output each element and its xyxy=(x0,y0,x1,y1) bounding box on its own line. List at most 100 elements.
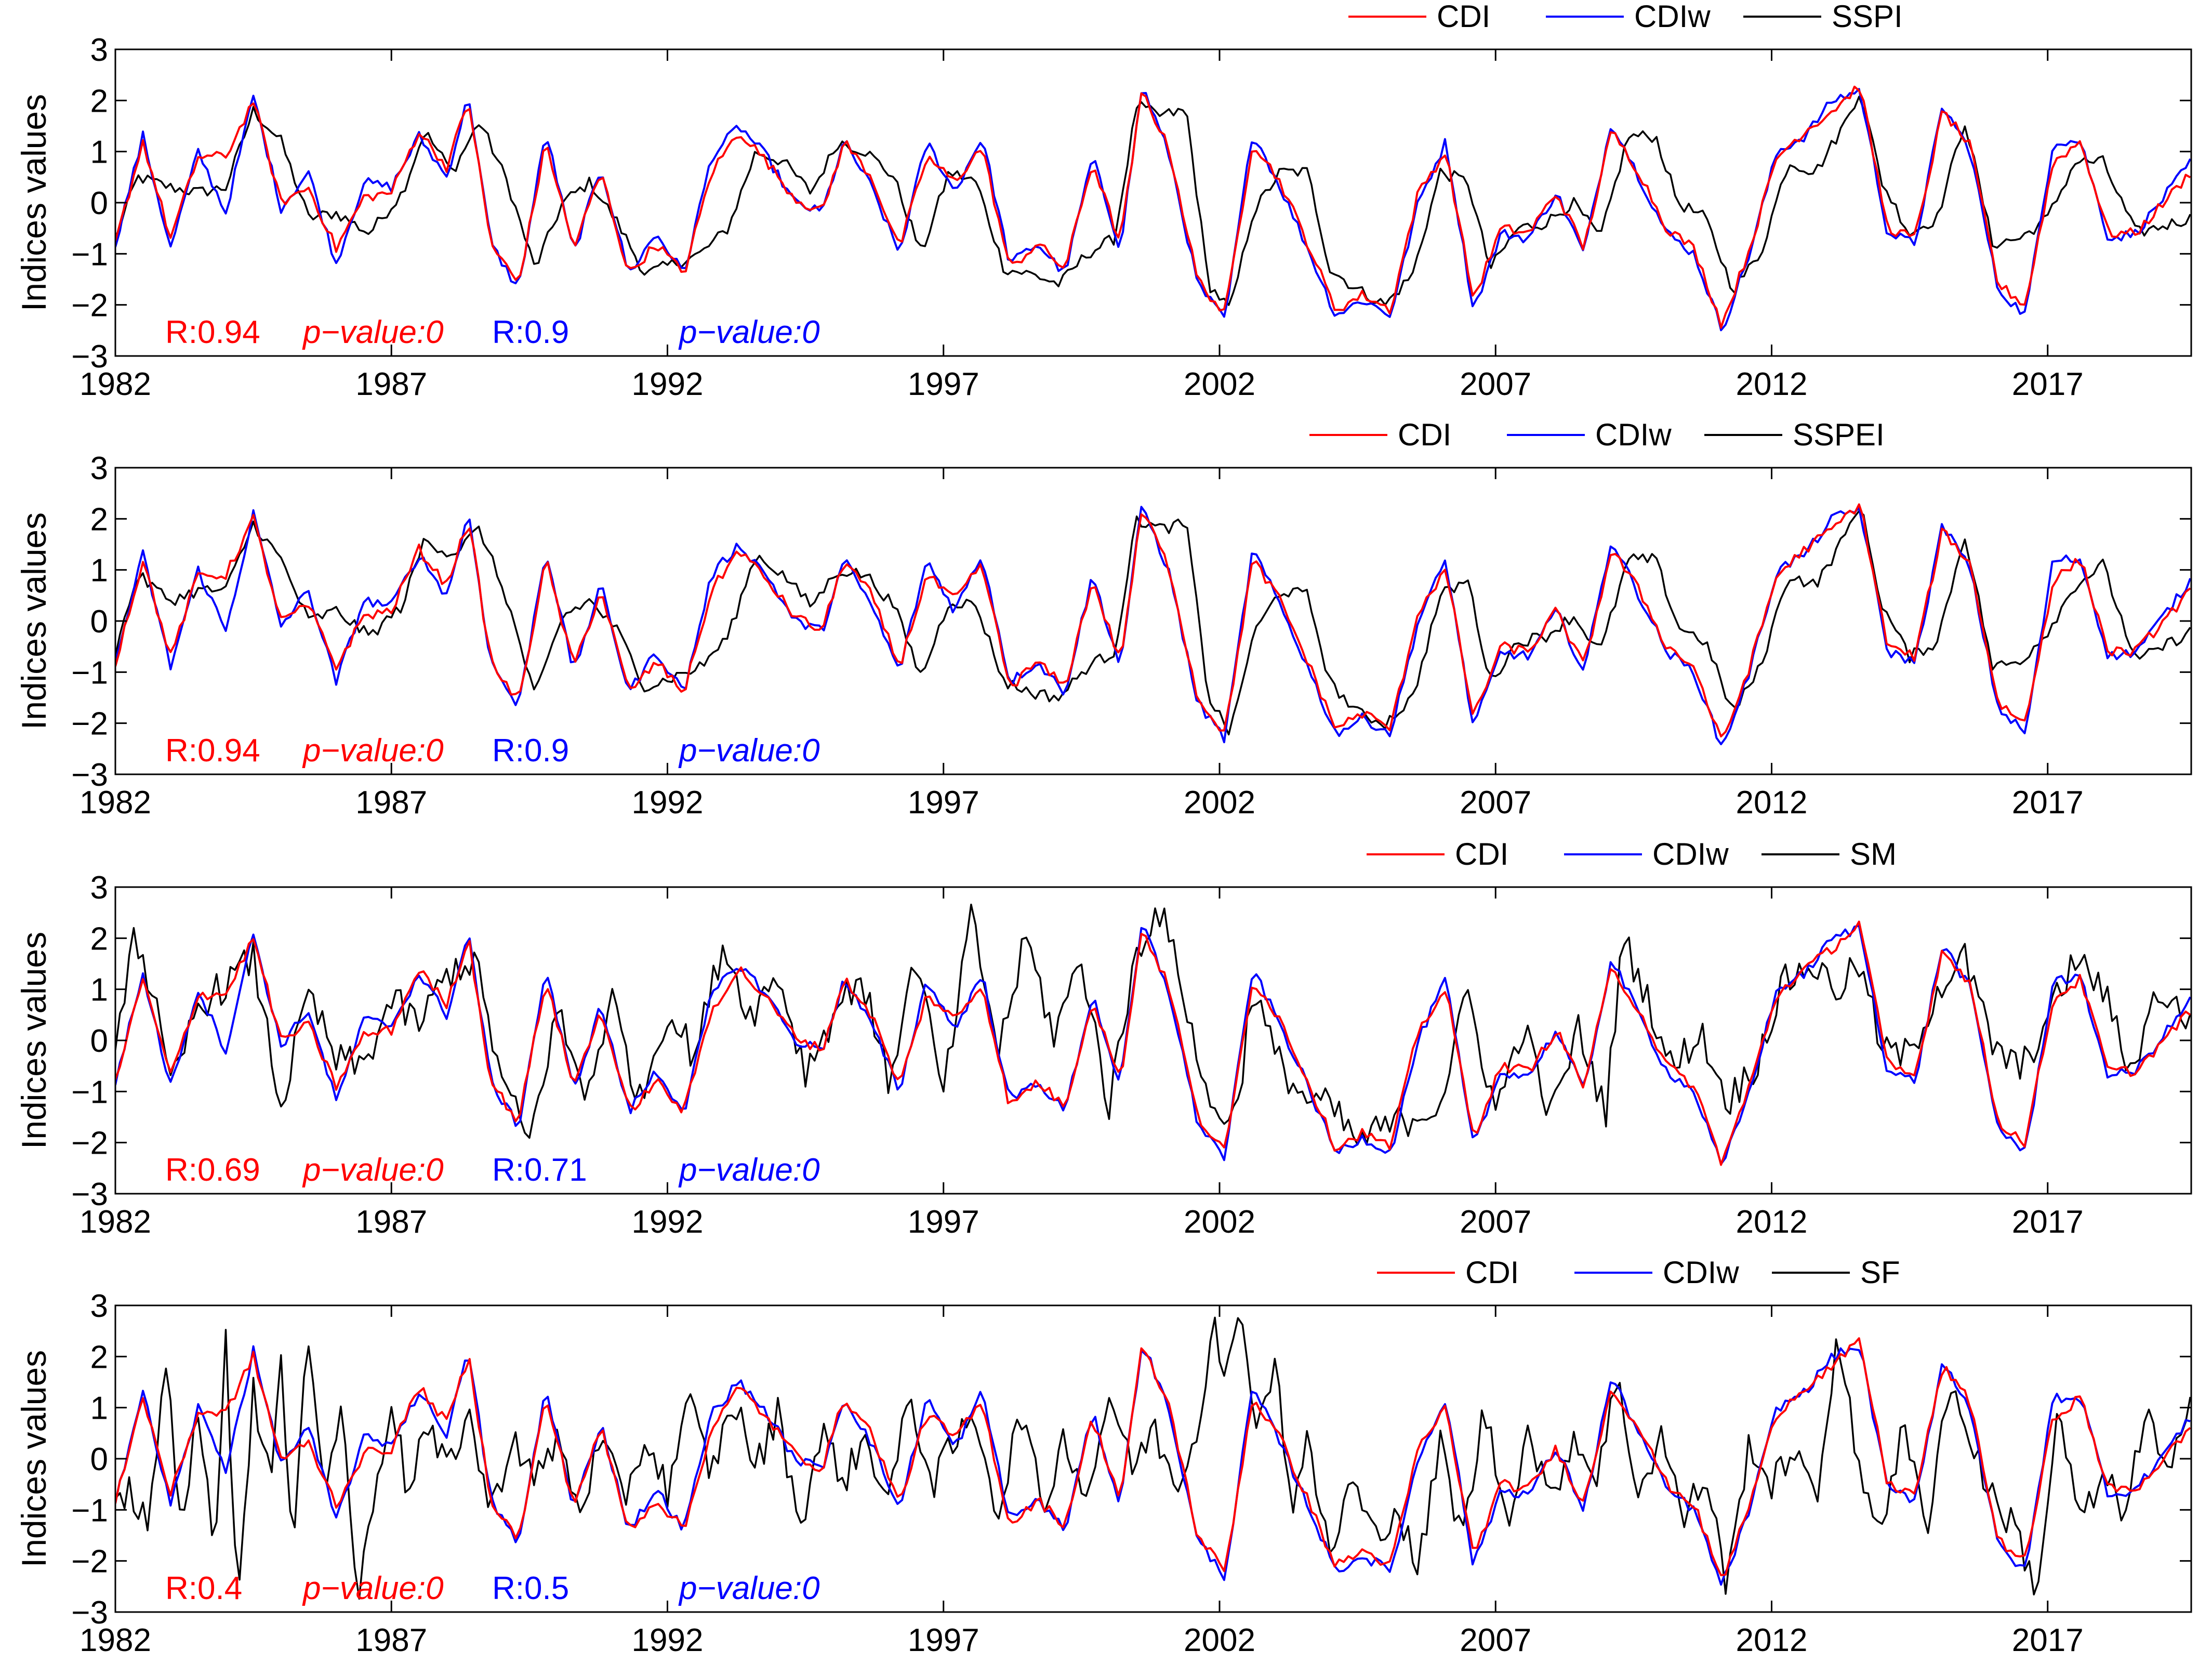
y-tick-label: −3 xyxy=(71,1177,108,1212)
x-tick-label: 2007 xyxy=(1460,785,1531,821)
legend-label-cdiw: CDIw xyxy=(1663,1255,1739,1290)
x-tick-label: 1987 xyxy=(355,1622,427,1658)
legend-label-cdiw: CDIw xyxy=(1634,0,1711,34)
x-tick-label: 2002 xyxy=(1184,1622,1255,1658)
y-tick-label: 1 xyxy=(90,1391,108,1427)
x-tick-label: 2007 xyxy=(1460,366,1531,402)
legend-label-sspei: SSPEI xyxy=(1793,417,1885,452)
x-tick-label: 1997 xyxy=(908,1204,979,1240)
x-tick-label: 1997 xyxy=(908,785,979,821)
y-axis-label: Indices values xyxy=(15,94,53,311)
x-tick-label: 1982 xyxy=(80,1622,151,1658)
y-tick-label: 0 xyxy=(90,186,108,221)
x-tick-label: 2012 xyxy=(1736,1204,1808,1240)
x-tick-label: 2017 xyxy=(2012,366,2084,402)
x-tick-label: 1997 xyxy=(908,1622,979,1658)
y-tick-label: −1 xyxy=(71,1493,108,1528)
cdiw-p-value: p−value:0 xyxy=(678,314,820,350)
legend-label-cdi: CDI xyxy=(1437,0,1490,34)
cdiw-p-value: p−value:0 xyxy=(678,733,820,769)
y-tick-label: 2 xyxy=(90,1339,108,1375)
y-tick-label: 2 xyxy=(90,921,108,957)
cdi-p-value: p−value:0 xyxy=(302,1570,444,1606)
legend-label-sspi: SSPI xyxy=(1832,0,1903,34)
x-tick-label: 1982 xyxy=(80,785,151,821)
x-tick-label: 1987 xyxy=(355,366,427,402)
y-axis-label: Indices values xyxy=(15,512,53,730)
cdiw-p-value: p−value:0 xyxy=(678,1152,820,1188)
series-sspi-line xyxy=(115,96,2191,306)
series-sm-line xyxy=(115,903,2191,1146)
y-tick-label: −2 xyxy=(71,288,108,324)
y-tick-label: −3 xyxy=(71,757,108,793)
series-cdi-line xyxy=(115,503,2191,737)
x-tick-label: 1982 xyxy=(80,1204,151,1240)
y-tick-label: 1 xyxy=(90,553,108,589)
y-tick-label: 2 xyxy=(90,83,108,119)
series-cdi-line xyxy=(115,1337,2191,1577)
legend-label-cdiw: CDIw xyxy=(1595,417,1672,452)
y-tick-label: 1 xyxy=(90,972,108,1008)
x-tick-label: 2002 xyxy=(1184,366,1255,402)
x-tick-label: 1982 xyxy=(80,366,151,402)
y-tick-label: −2 xyxy=(71,706,108,742)
cdiw-r-value: R:0.5 xyxy=(492,1570,569,1606)
x-tick-label: 1992 xyxy=(632,785,704,821)
y-tick-label: 0 xyxy=(90,604,108,640)
x-tick-label: 2017 xyxy=(2012,1204,2084,1240)
x-tick-label: 1997 xyxy=(908,366,979,402)
x-tick-label: 1992 xyxy=(632,1622,704,1658)
cdi-r-value: R:0.94 xyxy=(165,733,260,769)
y-tick-label: −1 xyxy=(71,236,108,272)
y-tick-label: −3 xyxy=(71,339,108,375)
y-tick-label: 3 xyxy=(90,451,108,486)
x-tick-label: 2002 xyxy=(1184,1204,1255,1240)
series-cdiw-line xyxy=(115,925,2191,1165)
series-cdi-line xyxy=(115,920,2191,1166)
x-tick-label: 2012 xyxy=(1736,1622,1808,1658)
x-tick-label: 1987 xyxy=(355,1204,427,1240)
series-cdi-line xyxy=(115,85,2191,329)
cdiw-r-value: R:0.9 xyxy=(492,314,569,350)
y-axis-label: Indices values xyxy=(15,1350,53,1567)
legend-label-cdi: CDI xyxy=(1455,837,1508,871)
y-axis-label: Indices values xyxy=(15,932,53,1149)
y-tick-label: 0 xyxy=(90,1023,108,1059)
y-tick-label: 3 xyxy=(90,32,108,68)
x-tick-label: 1987 xyxy=(355,785,427,821)
x-tick-label: 1992 xyxy=(632,366,704,402)
cdi-p-value: p−value:0 xyxy=(302,314,444,350)
y-tick-label: −1 xyxy=(71,1074,108,1110)
y-tick-label: 2 xyxy=(90,501,108,537)
cdi-p-value: p−value:0 xyxy=(302,733,444,769)
legend-label-cdi: CDI xyxy=(1465,1255,1519,1290)
y-tick-label: −1 xyxy=(71,655,108,691)
y-tick-label: 3 xyxy=(90,870,108,906)
cdi-r-value: R:0.69 xyxy=(165,1152,260,1188)
legend-label-sf: SF xyxy=(1860,1255,1900,1290)
series-sf-line xyxy=(115,1316,2191,1600)
cdi-p-value: p−value:0 xyxy=(302,1152,444,1188)
y-tick-label: 1 xyxy=(90,135,108,170)
x-tick-label: 2007 xyxy=(1460,1204,1531,1240)
cdiw-r-value: R:0.71 xyxy=(492,1152,587,1188)
legend-label-cdi: CDI xyxy=(1398,417,1451,452)
x-tick-label: 2012 xyxy=(1736,785,1808,821)
x-tick-label: 2017 xyxy=(2012,785,2084,821)
legend-label-sm: SM xyxy=(1850,837,1897,871)
y-tick-label: 0 xyxy=(90,1442,108,1477)
y-tick-label: 3 xyxy=(90,1288,108,1324)
x-tick-label: 2002 xyxy=(1184,785,1255,821)
series-sspei-line xyxy=(115,510,2191,736)
x-tick-label: 2007 xyxy=(1460,1622,1531,1658)
x-tick-label: 2017 xyxy=(2012,1622,2084,1658)
cdiw-r-value: R:0.9 xyxy=(492,733,569,769)
legend-label-cdiw: CDIw xyxy=(1652,837,1729,871)
x-tick-label: 2012 xyxy=(1736,366,1808,402)
y-tick-label: −3 xyxy=(71,1595,108,1631)
